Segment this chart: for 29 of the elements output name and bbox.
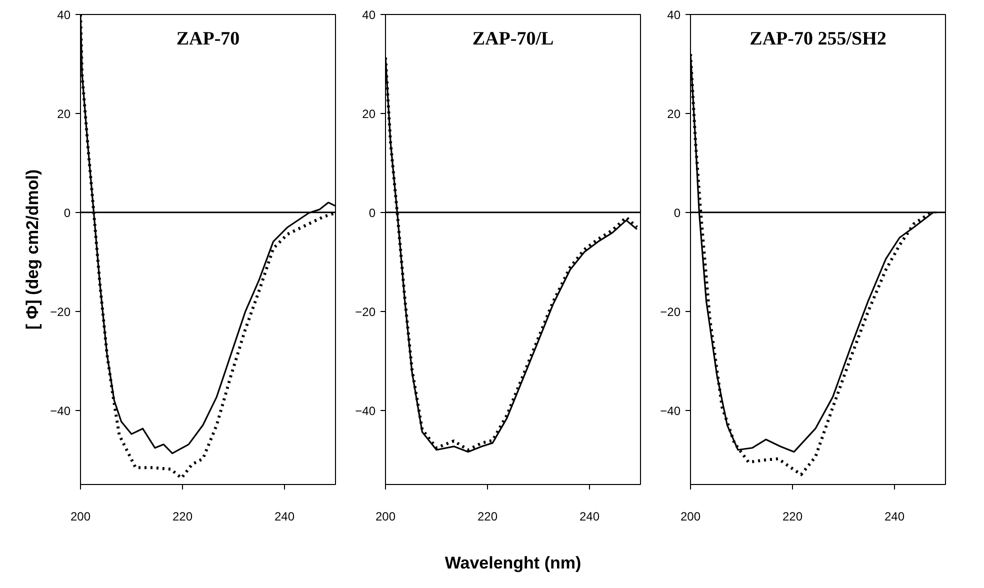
x-tick-label: 200 — [680, 510, 701, 524]
x-axis-title: Wavelenght (nm) — [444, 554, 582, 572]
y-tick-label: −20 — [50, 304, 71, 319]
x-tick-label: 220 — [477, 510, 498, 524]
y-tick-label: 40 — [362, 8, 376, 22]
y-tick-label: −20 — [355, 304, 376, 319]
text: ZAP-70 255/SH2 — [750, 28, 886, 50]
y-tick-label: 40 — [667, 8, 681, 22]
x-tick-label: 220 — [172, 510, 193, 524]
y-tick-label: −40 — [50, 404, 71, 418]
y-tick-label: −40 — [660, 404, 681, 418]
y-tick-label: −20 — [660, 304, 681, 319]
x-tick-label: 200 — [375, 510, 396, 524]
y-tick-label: 20 — [57, 106, 71, 121]
y-tick-label: 20 — [362, 106, 376, 121]
y-tick-label: −40 — [355, 404, 376, 418]
y-tick-label: 0 — [368, 206, 376, 220]
text: ZAP-70/L — [472, 28, 554, 50]
y-tick-label: 0 — [674, 206, 681, 220]
y-tick-label: 0 — [64, 206, 71, 220]
x-tick-label: 240 — [274, 510, 295, 524]
text: ZAP-70 — [176, 28, 240, 50]
x-tick-label: 220 — [782, 510, 803, 524]
x-tick-label: 200 — [70, 510, 91, 524]
y-axis-title: [ Φ] (deg cm2/dmol) — [23, 169, 42, 330]
x-tick-label: 240 — [579, 510, 600, 524]
y-tick-label: 20 — [667, 106, 681, 121]
x-tick-label: 240 — [884, 510, 905, 524]
y-tick-label: 40 — [57, 8, 71, 22]
